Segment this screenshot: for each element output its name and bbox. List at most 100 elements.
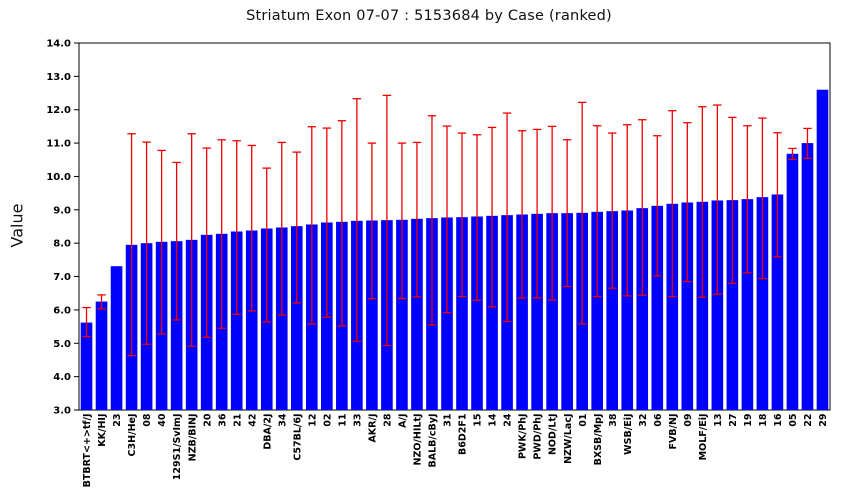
x-tick-label: B6D2F1: [458, 414, 469, 455]
bar-14: [486, 215, 498, 410]
bar-PWD/PhJ: [531, 213, 543, 410]
x-tick-label: NZB/BINJ: [187, 414, 198, 462]
bar-06: [651, 205, 664, 410]
x-tick-label: 06: [653, 413, 664, 427]
x-tick-label: 42: [247, 414, 258, 427]
x-tick-label: 23: [112, 414, 123, 427]
bar-MOLF/EiJ: [696, 201, 709, 410]
bar-38: [606, 211, 619, 410]
y-tick-label: 9.0: [53, 205, 71, 216]
bar-NZO/HILtJ: [411, 218, 423, 410]
x-tick-label: 01: [578, 414, 589, 427]
bar-18: [756, 197, 769, 410]
y-tick-label: 4.0: [53, 372, 71, 383]
x-tick-label: 20: [202, 413, 213, 427]
x-tick-label: WSB/EiJ: [623, 414, 634, 455]
x-tick-label: 16: [773, 413, 784, 427]
y-tick-label: 13.0: [46, 72, 71, 83]
x-tick-label: 29: [818, 414, 829, 427]
bar-34: [275, 227, 288, 410]
bar-21: [230, 231, 243, 410]
bar-29: [816, 89, 829, 410]
bar-AKR/J: [366, 220, 378, 410]
x-tick-label: PWD/PhJ: [533, 414, 544, 460]
x-tick-label: 31: [443, 414, 454, 427]
x-tick-label: 15: [473, 414, 484, 427]
y-tick-label: 8.0: [53, 239, 71, 250]
y-tick-label: 6.0: [53, 305, 71, 316]
bar-42: [245, 230, 258, 410]
x-tick-label: 27: [728, 414, 739, 427]
x-tick-label: BTBRT<+>tf/J: [82, 414, 93, 488]
x-tick-label: MOLF/EiJ: [698, 414, 709, 461]
x-tick-label: 36: [217, 413, 228, 427]
x-tick-label: 24: [503, 413, 514, 427]
bar-16: [771, 194, 784, 410]
bar-NZW/LacJ: [561, 213, 573, 410]
bar-09: [681, 202, 694, 410]
y-tick-label: 5.0: [53, 339, 71, 350]
x-tick-label: AKR/J: [367, 414, 378, 443]
x-tick-label: 18: [758, 413, 769, 427]
x-tick-label: FVB/NJ: [668, 414, 679, 450]
bar-23: [110, 266, 123, 410]
x-tick-label: DBA/2J: [262, 414, 273, 450]
bar-BXSB/MpJ: [591, 211, 603, 410]
x-tick-label: 129S1/SvImJ: [172, 414, 183, 481]
x-tick-label: NZO/HILtJ: [413, 414, 424, 466]
x-tick-label: 38: [608, 413, 619, 427]
x-tick-label: 40: [157, 413, 168, 427]
bar-FVB/NJ: [666, 203, 679, 410]
x-tick-label: 19: [743, 414, 754, 427]
x-tick-label: 14: [488, 413, 499, 427]
y-tick-label: 10.0: [46, 172, 71, 183]
bar-KK/HIJ: [95, 301, 108, 410]
bar-BTBRT<+>tf/J: [80, 322, 93, 410]
bar-31: [441, 217, 453, 410]
x-tick-label: C57BL/6J: [292, 414, 303, 461]
y-tick-label: 3.0: [53, 406, 71, 417]
x-tick-label: 11: [337, 414, 348, 427]
bar-129S1/SvImJ: [170, 241, 183, 410]
bar-13: [711, 200, 724, 410]
x-tick-label: 02: [322, 414, 333, 427]
x-tick-label: 34: [277, 413, 288, 427]
bar-WSB/EiJ: [621, 210, 634, 410]
y-tick-label: 11.0: [46, 139, 71, 150]
x-tick-label: A/J: [398, 414, 409, 428]
bar-C57BL/6J: [290, 226, 303, 410]
y-tick-label: 7.0: [53, 272, 71, 283]
x-tick-label: 22: [803, 414, 814, 427]
x-tick-label: 09: [683, 414, 694, 427]
x-tick-label: BALB/cByJ: [428, 414, 439, 468]
bar-B6D2F1: [456, 217, 468, 410]
x-tick-label: 05: [788, 414, 799, 427]
x-tick-label: 28: [383, 413, 394, 427]
x-tick-label: PWK/PhJ: [518, 414, 529, 460]
bar-A/J: [396, 219, 408, 410]
x-tick-label: NOD/LtJ: [548, 414, 559, 456]
x-tick-label: 12: [307, 414, 318, 427]
x-tick-label: KK/HIJ: [97, 414, 108, 447]
bar-NOD/LtJ: [546, 213, 558, 410]
x-tick-label: 32: [638, 414, 649, 427]
bar-19: [741, 199, 754, 410]
x-tick-label: 13: [713, 414, 724, 427]
y-tick-label: 14.0: [46, 39, 71, 50]
chart-title: Striatum Exon 07-07 : 5153684 by Case (r…: [246, 8, 612, 24]
x-tick-label: NZW/LacJ: [563, 414, 574, 464]
bar-PWK/PhJ: [516, 214, 528, 410]
bar-32: [636, 208, 649, 410]
bar-22: [801, 143, 814, 410]
bar-05: [786, 153, 799, 410]
x-tick-label: C3H/HeJ: [127, 414, 138, 457]
plot-frame: [78, 42, 831, 411]
x-tick-label: 21: [232, 414, 243, 427]
y-tick-label: 12.0: [46, 105, 71, 116]
bar-15: [471, 216, 483, 410]
bar-27: [726, 200, 739, 410]
x-tick-label: 08: [142, 413, 153, 427]
x-tick-label: BXSB/MpJ: [593, 414, 604, 466]
